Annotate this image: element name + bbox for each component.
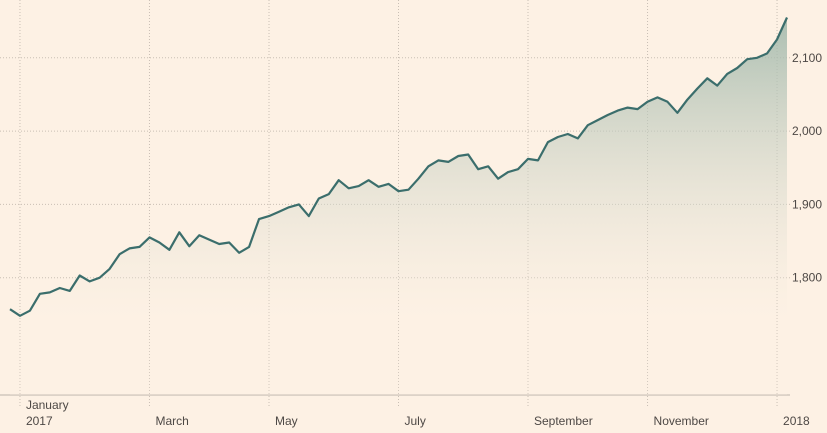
y-tick-label: 2,100	[792, 51, 822, 65]
y-tick-label: 1,900	[792, 197, 822, 211]
x-tick-label: November	[654, 414, 709, 428]
x-tick-label: 2018	[783, 414, 810, 428]
area	[10, 17, 787, 395]
x-tick-label: September	[534, 414, 593, 428]
x-tick-label: July	[405, 414, 426, 428]
y-tick-label: 2,000	[792, 124, 822, 138]
x-tick-label: 2017	[26, 414, 53, 428]
y-tick-label: 1,800	[792, 271, 822, 285]
x-tick-label: May	[275, 414, 298, 428]
x-tick-label: March	[155, 414, 188, 428]
x-tick-label: January	[26, 398, 69, 412]
line	[9, 17, 789, 317]
